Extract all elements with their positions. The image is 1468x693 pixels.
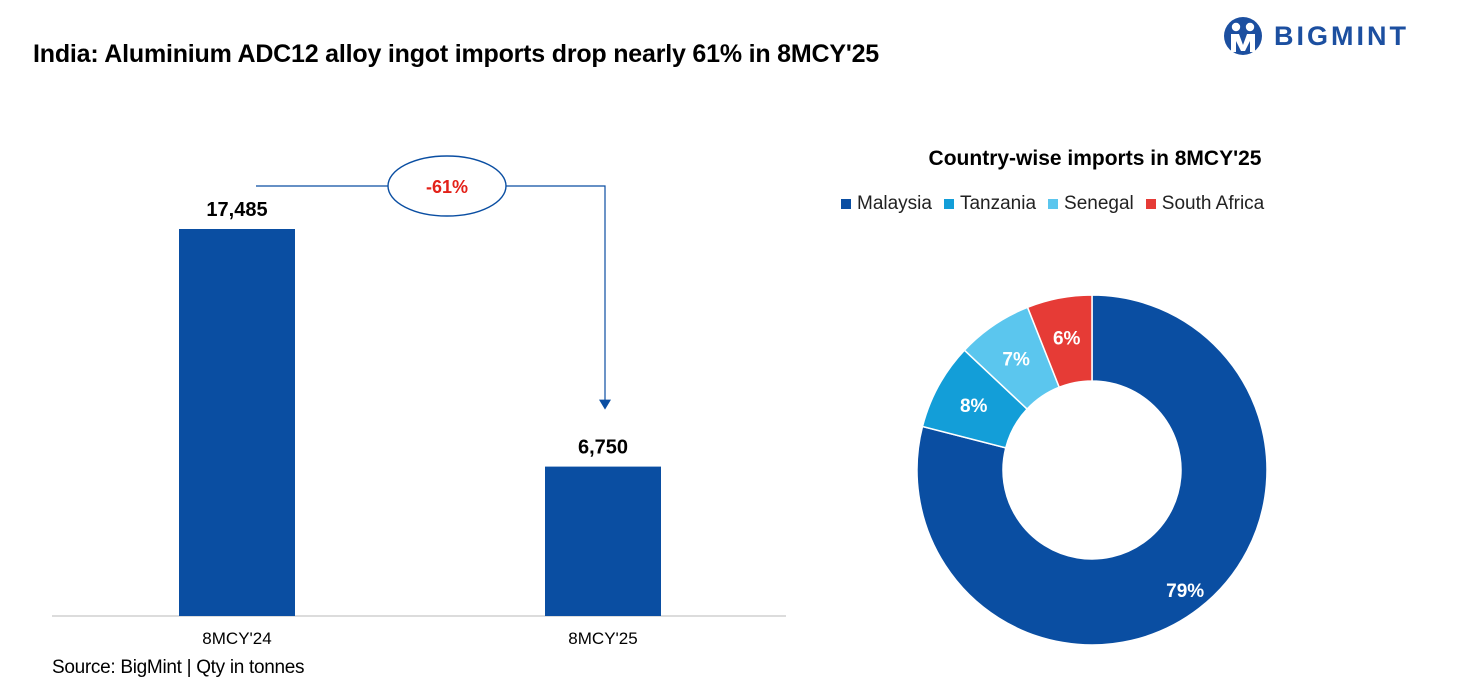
- connector-line-right: [506, 185, 606, 407]
- bigmint-logo-text: BIGMINT: [1274, 20, 1409, 51]
- donut-chart-svg: 79% 8% 7% 6%: [916, 294, 1268, 646]
- x-tick-label-1: 8MCY'25: [568, 629, 637, 648]
- legend-label: Senegal: [1064, 193, 1134, 214]
- legend-item-senegal: Senegal: [1048, 193, 1134, 215]
- bar-value-label-0: 17,485: [206, 199, 267, 221]
- connector-arrowhead: [599, 399, 611, 410]
- legend-item-malaysia: Malaysia: [841, 193, 932, 215]
- legend-label: Tanzania: [959, 193, 1037, 214]
- donut-chart: Country-wise imports in 8MCY'25 Malaysia…: [800, 0, 1468, 688]
- donut-label-senegal: 7%: [1002, 349, 1030, 370]
- legend-item-tanzania: Tanzania: [943, 193, 1037, 215]
- bar-1: [545, 466, 661, 616]
- legend-swatch: [1048, 199, 1059, 209]
- bar-chart: 17,485 8MCY'24 6,750 8MCY'25 -61%: [52, 155, 786, 648]
- bar-0: [179, 229, 295, 616]
- donut-label-south-africa: 6%: [1053, 328, 1081, 349]
- legend-swatch: [943, 199, 954, 209]
- donut-chart-title: Country-wise imports in 8MCY'25: [928, 147, 1262, 170]
- bar-value-label-1: 6,750: [578, 437, 628, 459]
- donut-slice-malaysia: [916, 294, 1268, 646]
- change-label: -61%: [426, 177, 468, 197]
- legend-swatch: [1145, 199, 1156, 209]
- source-note: Source: BigMint | Qty in tonnes: [52, 657, 305, 678]
- chart-title: India: Aluminium ADC12 alloy ingot impor…: [33, 40, 879, 68]
- legend-label: Malaysia: [857, 193, 932, 214]
- legend-item-south-africa: South Africa: [1145, 193, 1265, 215]
- donut-label-tanzania: 8%: [960, 396, 988, 417]
- donut-slice-south-africa: [1026, 294, 1093, 389]
- legend-label: South Africa: [1161, 193, 1265, 214]
- bigmint-logo: BIGMINT: [1222, 14, 1442, 58]
- x-tick-label-0: 8MCY'24: [202, 629, 271, 648]
- donut-legend: Malaysia Tanzania Senegal South Africa: [841, 193, 1276, 215]
- donut-label-malaysia: 79%: [1166, 581, 1204, 602]
- change-ellipse: [387, 155, 507, 217]
- bar-chart-svg: 17,485 8MCY'24 6,750 8MCY'25 -61%: [52, 155, 786, 648]
- bigmint-logo-icon: [1224, 17, 1262, 55]
- legend-swatch: [841, 199, 851, 209]
